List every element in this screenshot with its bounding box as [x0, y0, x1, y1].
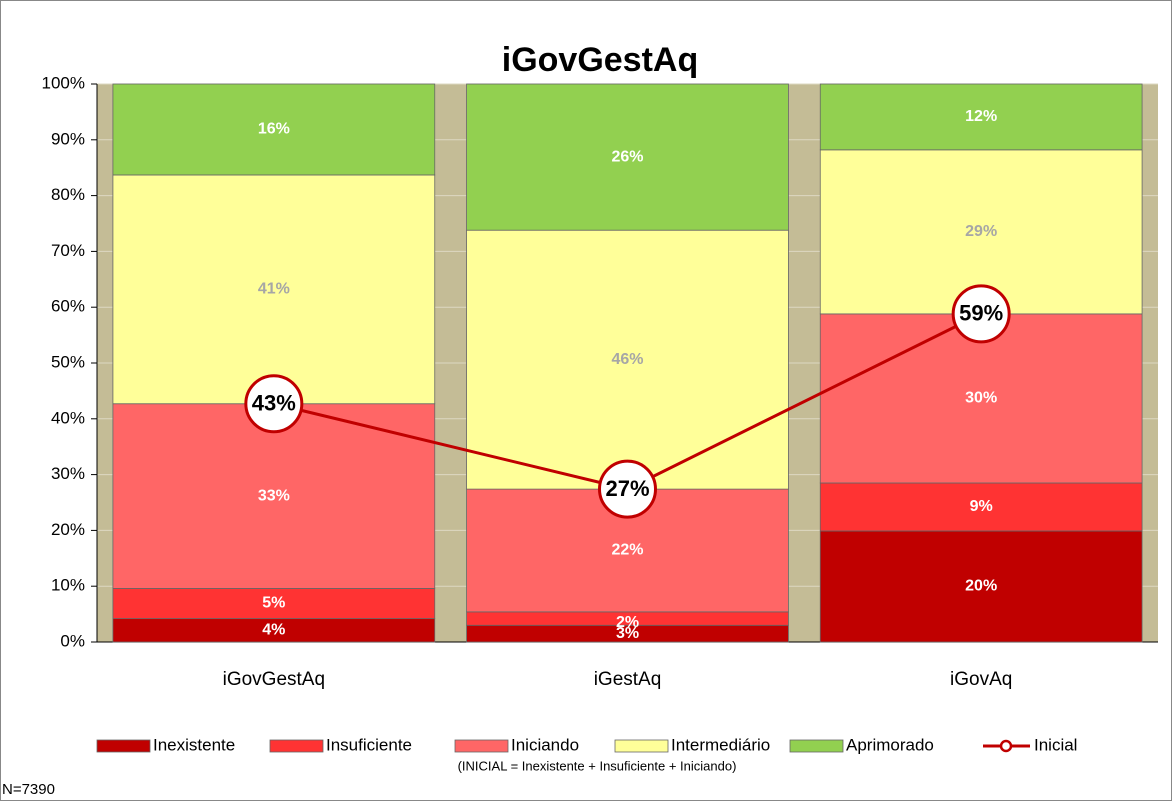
footnote: N=7390	[2, 781, 55, 798]
x-tick-label: iGovGestAq	[223, 669, 325, 690]
y-tick-label: 50%	[51, 352, 85, 371]
legend-swatch	[96, 739, 151, 753]
y-tick-label: 0%	[60, 631, 85, 650]
bar-segment	[819, 482, 1143, 532]
y-tick-label: 20%	[51, 520, 85, 539]
legend-note: (INICIAL = Inexistente + Insuficiente + …	[458, 758, 737, 773]
y-tick-label: 100%	[42, 73, 85, 92]
legend-swatch	[269, 739, 324, 753]
legend-label: Inicial	[1034, 735, 1077, 754]
line-marker	[244, 374, 304, 434]
data-label: 5%	[262, 595, 285, 612]
data-label: 26%	[611, 148, 643, 165]
line-marker	[951, 284, 1011, 344]
y-tick-label: 30%	[51, 464, 85, 483]
line-label: 43%	[252, 391, 296, 416]
legend-swatch	[789, 739, 844, 753]
y-tick-label: 60%	[51, 297, 85, 316]
line-marker	[598, 459, 657, 519]
legend-swatch	[614, 739, 669, 753]
data-label: 29%	[965, 223, 997, 240]
legend-label: Inexistente	[153, 735, 235, 754]
line-label: 59%	[959, 301, 1003, 326]
bar-segment	[112, 403, 436, 589]
data-label: 2%	[616, 614, 639, 631]
y-tick-label: 10%	[51, 576, 85, 595]
legend-label: Intermediário	[671, 735, 770, 754]
bar-segment	[466, 83, 789, 231]
data-label: 3%	[616, 625, 639, 642]
x-tick-label: iGestAq	[594, 669, 662, 690]
data-label: 41%	[258, 281, 290, 298]
line-label: 27%	[605, 476, 649, 501]
bar-segment	[466, 229, 789, 490]
y-tick-label: 80%	[51, 185, 85, 204]
data-label: 9%	[970, 498, 993, 515]
legend-label: Insuficiente	[326, 735, 412, 754]
data-label: 46%	[611, 351, 643, 368]
legend-label: Iniciando	[511, 735, 579, 754]
y-tick-label: 90%	[51, 129, 85, 148]
bar-segment	[819, 83, 1143, 151]
y-tick-label: 40%	[51, 408, 85, 427]
chart-title: iGovGestAq	[502, 41, 698, 79]
y-tick-label: 70%	[51, 241, 85, 260]
legend-swatch	[454, 739, 509, 753]
data-label: 20%	[965, 578, 997, 595]
data-label: 22%	[611, 542, 643, 559]
bar-segment	[112, 83, 436, 176]
legend-marker	[999, 739, 1013, 753]
data-label: 33%	[258, 487, 290, 504]
data-label: 12%	[965, 108, 997, 125]
data-label: 4%	[262, 622, 285, 639]
data-label: 16%	[258, 121, 290, 138]
bar-segment	[112, 588, 436, 619]
legend-label: Aprimorado	[846, 735, 934, 754]
data-label: 30%	[965, 390, 997, 407]
x-tick-label: iGovAq	[950, 669, 1012, 690]
